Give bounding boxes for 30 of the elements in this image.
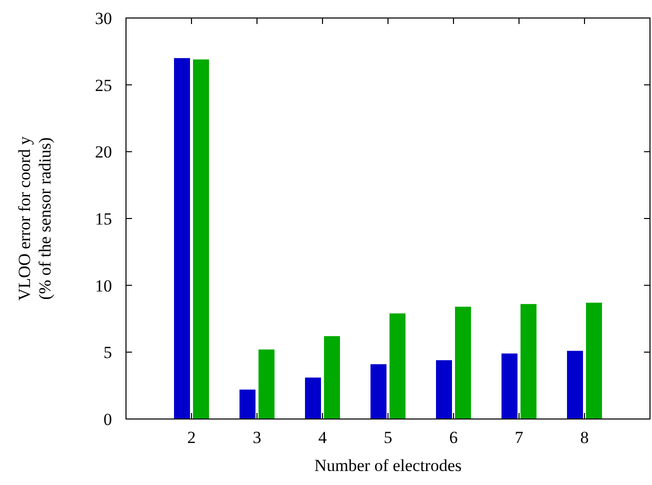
bar [324,336,340,419]
x-tick-label: 5 [384,428,392,447]
y-tick-label: 30 [95,8,112,28]
x-tick-label: 3 [252,428,262,447]
y-tick-label: 20 [95,142,112,162]
bar [240,390,256,419]
bar [370,364,386,419]
x-tick-label: 6 [449,428,458,447]
x-tick-label: 2 [187,428,196,447]
x-axis-title: Number of electrodes [314,456,462,475]
y-tick-label: 5 [104,343,112,362]
bar [258,349,274,419]
bar [502,354,518,419]
bar [567,350,583,419]
bar [586,302,602,419]
bar [520,304,536,419]
bar [436,360,452,419]
x-tick-label: 8 [580,428,589,447]
bar [305,378,321,419]
bar [390,313,406,419]
bar [455,306,471,419]
x-tick-label: 7 [514,428,524,447]
y-tick-label: 10 [95,276,112,296]
bar [174,58,190,419]
y-tick-label: 15 [95,209,112,228]
y-tick-label: 0 [104,410,112,429]
x-tick-label: 4 [318,428,328,447]
bar [193,59,209,419]
y-axis-title: VLOO error for coord y (% of the sensor radius) [15,136,54,301]
y-tick-label: 25 [95,76,112,95]
